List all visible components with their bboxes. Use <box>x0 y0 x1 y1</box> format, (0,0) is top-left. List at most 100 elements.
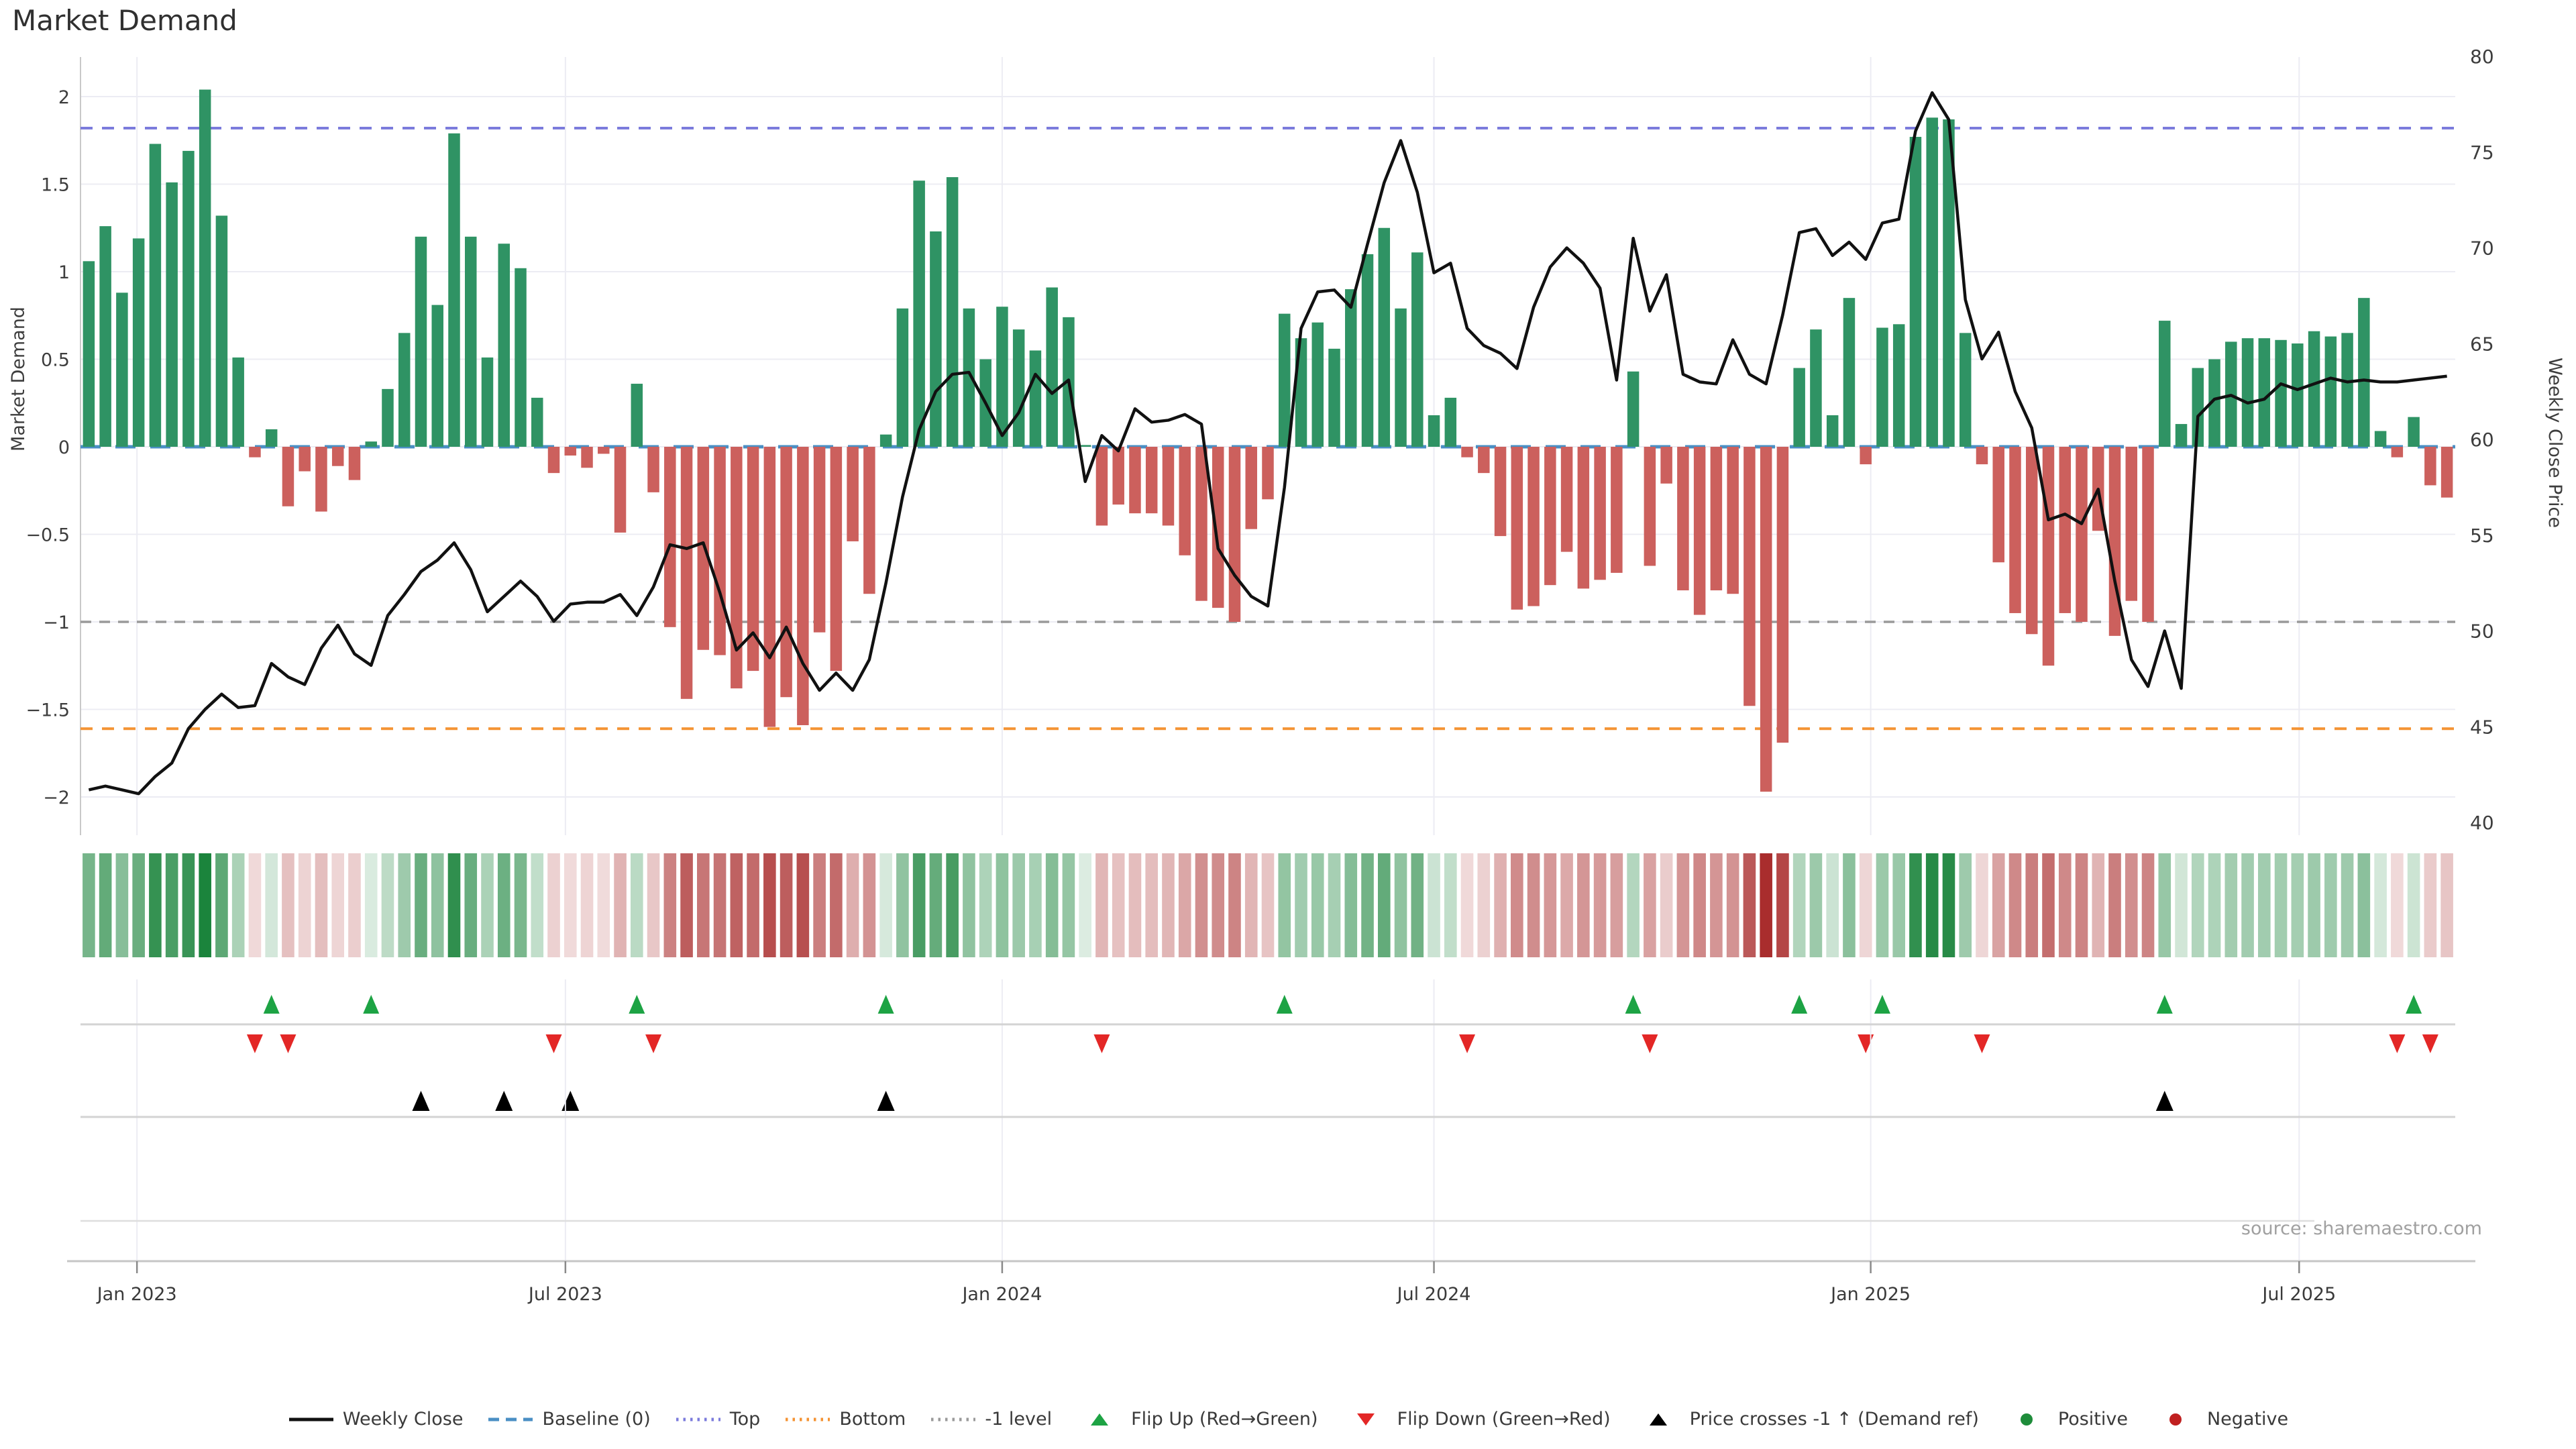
heatmap-cell <box>2357 853 2371 957</box>
heatmap-cell <box>1992 853 2005 957</box>
demand-bar <box>2241 338 2254 447</box>
heatmap-cell <box>580 853 594 957</box>
legend-item-negative: Negative <box>2152 1409 2288 1430</box>
demand-bar <box>1345 289 1357 447</box>
demand-bar <box>1544 447 1556 586</box>
demand-bar <box>1743 447 1756 706</box>
flip-down-marker <box>1642 1034 1658 1053</box>
demand-bar <box>1478 447 1490 474</box>
heatmap-cell <box>1344 853 1358 957</box>
heatmap-cell <box>813 853 826 957</box>
demand-bar <box>1926 117 1938 447</box>
heatmap-cell <box>912 853 926 957</box>
flip-up-marker <box>1791 995 1808 1014</box>
demand-bar <box>1776 447 1789 743</box>
heatmap-cell <box>1859 853 1872 957</box>
demand-bar <box>797 447 809 725</box>
svg-text:Jan 2025: Jan 2025 <box>1829 1284 1911 1305</box>
heatmap-cell <box>2424 853 2437 957</box>
demand-bar <box>1992 447 2004 563</box>
heatmap-cell <box>132 853 145 957</box>
flip-down-marker <box>280 1034 297 1053</box>
demand-bar <box>896 308 909 447</box>
price-cross-triangle-icon <box>1649 1413 1667 1426</box>
heatmap-cell <box>2008 853 2022 957</box>
heatmap-cell <box>697 853 710 957</box>
bottom-dotted-icon <box>786 1417 830 1421</box>
heatmap-cell <box>2341 853 2354 957</box>
heatmap-cell <box>1079 853 1091 957</box>
legend-item-weekly-close: Weekly Close <box>288 1409 463 1430</box>
demand-bar <box>1611 447 1623 573</box>
heatmap-cell <box>99 853 112 957</box>
demand-bar <box>680 447 693 699</box>
heatmap-cell <box>663 853 677 957</box>
heatmap-cell <box>946 853 959 957</box>
flip-down-marker <box>645 1034 662 1053</box>
market-demand-chart: 2 1.5 1 0.5 0 −0.5 −1 −1.5 −2 80 75 70 65 60 55 50 45 40 M… <box>8 46 2565 1305</box>
demand-bar <box>1145 447 1158 514</box>
demand-bar <box>2142 447 2154 622</box>
svg-text:55: 55 <box>2470 525 2494 547</box>
demand-bar <box>1644 447 1656 566</box>
demand-bar <box>515 268 527 447</box>
heatmap-cell <box>1145 853 1159 957</box>
heatmap-cell <box>763 853 776 957</box>
heatmap-cell <box>1311 853 1324 957</box>
heatmap-cell <box>1477 853 1491 957</box>
demand-bar <box>348 447 361 480</box>
demand-bar <box>1195 447 1208 601</box>
demand-bar <box>2440 447 2453 498</box>
heatmap-cell <box>929 853 943 957</box>
heatmap-cell <box>182 853 195 957</box>
demand-bar <box>1378 227 1391 447</box>
heatmap-cell <box>1527 853 1540 957</box>
demand-bar <box>2408 417 2420 447</box>
demand-bar <box>1212 447 1224 608</box>
legend-label: Top <box>729 1409 761 1430</box>
demand-bar <box>2059 447 2072 613</box>
heatmap-cell <box>1644 853 1656 957</box>
heatmap-cell <box>1261 853 1275 957</box>
heatmap-cell <box>83 853 95 957</box>
demand-bar <box>1112 447 1124 505</box>
heatmap-cell <box>1743 853 1756 957</box>
heatmap-cell <box>780 853 793 957</box>
heatmap-cell <box>963 853 975 957</box>
demand-bar <box>249 447 261 458</box>
flip-up-marker <box>877 995 894 1014</box>
demand-bar <box>1129 447 1141 514</box>
demand-bar <box>149 144 162 447</box>
svg-text:0.5: 0.5 <box>41 350 70 371</box>
demand-bar <box>1959 333 1972 447</box>
heatmap-cell <box>1295 853 1307 957</box>
heatmap-cell <box>531 853 544 957</box>
demand-bar <box>996 307 1008 447</box>
heatmap-cell <box>1577 853 1590 957</box>
demand-bar <box>2175 424 2188 447</box>
legend-item-price-cross: Price crosses -1 ↑ (Demand ref) <box>1635 1409 1979 1430</box>
demand-bar <box>415 236 427 447</box>
heatmap-cell <box>1843 853 1856 957</box>
heatmap-cell <box>2125 853 2138 957</box>
demand-bar <box>232 357 244 447</box>
legend-label: Positive <box>2057 1409 2128 1430</box>
demand-bar <box>847 447 859 541</box>
heatmap-cell <box>1676 853 1690 957</box>
heatmap-cell <box>863 853 876 957</box>
heatmap-cell <box>1212 853 1225 957</box>
heatmap-cell <box>1411 853 1424 957</box>
heatmap-cell <box>464 853 478 957</box>
demand-bar <box>116 292 128 447</box>
demand-bar <box>481 357 494 447</box>
demand-bar <box>2208 359 2220 447</box>
demand-bar <box>1760 447 1772 792</box>
demand-bar <box>1909 137 1922 447</box>
demand-bars <box>83 89 2453 792</box>
price-cross-marker <box>2155 1091 2174 1111</box>
demand-bar <box>331 447 344 466</box>
legend-label: Flip Up (Red→Green) <box>1131 1409 1318 1430</box>
demand-bar <box>863 447 875 594</box>
heatmap-cell <box>1361 853 1374 957</box>
heatmap-cell <box>415 853 427 957</box>
